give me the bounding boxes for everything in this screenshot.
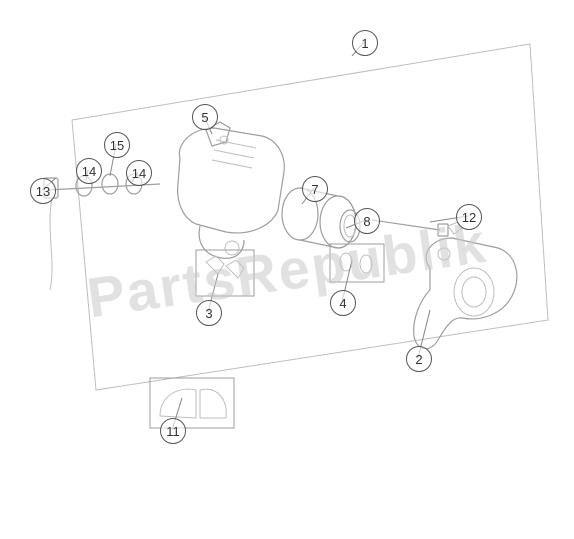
- parts-lineart: [0, 0, 574, 539]
- callout-15[interactable]: 15: [104, 132, 130, 158]
- callout-8[interactable]: 8: [354, 208, 380, 234]
- callout-2[interactable]: 2: [406, 346, 432, 372]
- callout-7[interactable]: 7: [302, 176, 328, 202]
- callout-11[interactable]: 11: [160, 418, 186, 444]
- callout-4[interactable]: 4: [330, 290, 356, 316]
- callout-12[interactable]: 12: [456, 204, 482, 230]
- callout-14[interactable]: 14: [126, 160, 152, 186]
- callout-14[interactable]: 14: [76, 158, 102, 184]
- callout-3[interactable]: 3: [196, 300, 222, 326]
- diagram-stage: PartsRepublik 1234578111213141415: [0, 0, 574, 539]
- callout-5[interactable]: 5: [192, 104, 218, 130]
- callout-13[interactable]: 13: [30, 178, 56, 204]
- callout-1[interactable]: 1: [352, 30, 378, 56]
